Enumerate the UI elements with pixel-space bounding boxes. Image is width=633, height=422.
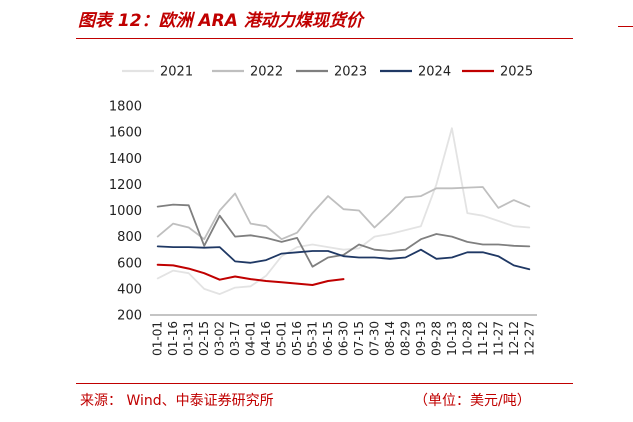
x-tick-label: 01-31 bbox=[182, 321, 196, 356]
x-tick-label: 01-16 bbox=[166, 321, 180, 356]
x-tick-label: 12-12 bbox=[507, 321, 521, 356]
x-tick-label: 09-13 bbox=[414, 321, 428, 356]
y-tick-label: 1000 bbox=[109, 204, 142, 219]
y-tick-label: 600 bbox=[117, 256, 142, 271]
x-tick-label: 06-30 bbox=[337, 321, 351, 356]
legend-label-2021: 2021 bbox=[160, 65, 193, 80]
x-tick-label: 06-15 bbox=[321, 321, 335, 356]
series-line-2022 bbox=[156, 186, 531, 241]
y-tick-label: 1800 bbox=[109, 100, 142, 115]
x-tick-label: 07-15 bbox=[352, 321, 366, 356]
legend-label-2024: 2024 bbox=[418, 65, 451, 80]
x-tick-label: 08-14 bbox=[383, 321, 397, 356]
figure-title: 图表 12：欧洲 ARA 港动力煤现货价 bbox=[78, 11, 363, 31]
x-tick-label: 07-30 bbox=[367, 321, 381, 356]
x-tick-label: 12-27 bbox=[522, 321, 536, 356]
x-tick-label: 03-17 bbox=[228, 321, 242, 356]
series-line-2021 bbox=[156, 127, 531, 296]
y-tick-label: 200 bbox=[117, 309, 142, 324]
series-line-2023 bbox=[156, 203, 531, 268]
unit-note: （单位：美元/吨） bbox=[414, 393, 531, 409]
legend-label-2025: 2025 bbox=[500, 65, 533, 80]
y-tick-label: 400 bbox=[117, 282, 142, 297]
x-tick-label: 08-29 bbox=[398, 321, 412, 356]
x-tick-label: 05-31 bbox=[306, 321, 320, 356]
x-tick-label: 05-01 bbox=[275, 321, 289, 356]
x-tick-label: 03-02 bbox=[213, 321, 227, 356]
legend-label-2022: 2022 bbox=[250, 65, 283, 80]
y-tick-label: 1600 bbox=[109, 126, 142, 141]
y-tick-label: 1200 bbox=[109, 178, 142, 193]
legend-label-2023: 2023 bbox=[334, 65, 367, 80]
x-tick-label: 10-28 bbox=[460, 321, 474, 356]
x-tick-label: 10-13 bbox=[445, 321, 459, 356]
y-tick-label: 1400 bbox=[109, 152, 142, 167]
series-line-2024 bbox=[156, 245, 531, 271]
x-tick-label: 04-01 bbox=[244, 321, 258, 356]
footer-divider bbox=[76, 383, 573, 384]
x-tick-label: 09-28 bbox=[429, 321, 443, 356]
x-tick-label: 05-16 bbox=[290, 321, 304, 356]
y-tick-label: 800 bbox=[117, 230, 142, 245]
x-tick-label: 11-27 bbox=[491, 321, 505, 356]
x-tick-label: 11-12 bbox=[476, 321, 490, 356]
source-note: 来源： Wind、中泰证券研究所 bbox=[80, 393, 274, 409]
edge-divider bbox=[618, 26, 633, 27]
x-tick-label: 01-01 bbox=[151, 321, 165, 356]
x-tick-label: 02-15 bbox=[197, 321, 211, 356]
title-divider bbox=[76, 38, 573, 39]
x-tick-label: 04-16 bbox=[259, 321, 273, 356]
series-line-2025 bbox=[156, 263, 345, 286]
